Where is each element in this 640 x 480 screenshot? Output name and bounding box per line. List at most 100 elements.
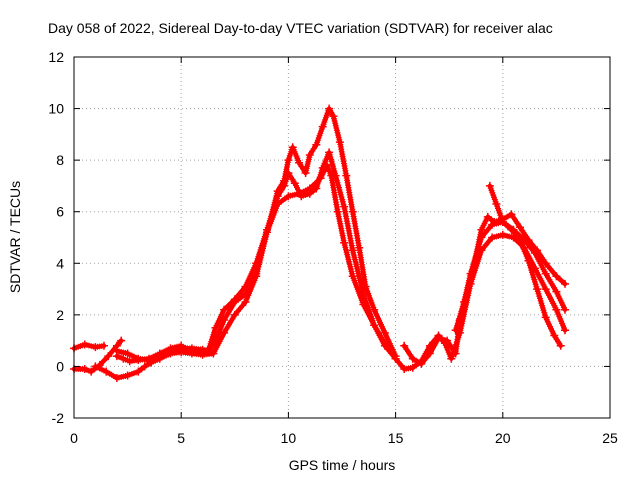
data-point — [104, 352, 113, 361]
data-point — [340, 202, 349, 211]
data-point — [145, 354, 153, 363]
x-tick-label: 25 — [602, 430, 618, 446]
data-point — [561, 305, 569, 314]
data-point — [140, 362, 149, 371]
data-point — [123, 349, 132, 358]
y-tick-label: -2 — [52, 410, 65, 426]
data-point — [329, 112, 338, 121]
data-point — [318, 122, 327, 131]
data-point — [561, 279, 569, 288]
data-point — [312, 184, 321, 193]
data-point — [325, 104, 334, 113]
series-track-9 — [485, 181, 565, 350]
data-point — [490, 218, 499, 226]
data-point — [468, 267, 477, 275]
data-point — [380, 339, 389, 348]
data-point — [100, 341, 108, 350]
series-track-5 — [112, 148, 396, 366]
y-tick-label: 2 — [56, 307, 64, 323]
data-point — [342, 171, 351, 180]
data-point — [348, 272, 357, 281]
data-point — [220, 328, 229, 337]
data-point — [387, 347, 396, 355]
data-point — [516, 236, 524, 245]
data-point — [230, 310, 239, 319]
data-point — [177, 341, 186, 350]
data-point — [241, 298, 250, 306]
data-point — [230, 295, 239, 304]
data-point — [220, 305, 229, 314]
x-tick-label: 15 — [388, 430, 404, 446]
axis-ticks: 0 5 10 15 20 25 -2 0 2 4 6 8 10 12 — [48, 49, 618, 446]
data-point — [134, 367, 143, 376]
data-point — [318, 163, 327, 172]
data-point — [325, 148, 334, 157]
data-point — [117, 336, 126, 345]
data-point — [91, 362, 100, 371]
data-point — [524, 236, 533, 245]
data-point — [348, 207, 357, 216]
data-point — [498, 230, 507, 239]
data-point — [408, 363, 417, 372]
data-point — [166, 344, 175, 353]
y-axis-label: SDTVAR / TECUs — [7, 181, 23, 293]
data-point — [556, 341, 565, 350]
data-point — [451, 349, 460, 358]
data-point — [295, 158, 304, 167]
data-point — [488, 233, 497, 242]
data-point — [533, 246, 542, 255]
data-point — [552, 287, 561, 296]
data-point — [348, 246, 357, 255]
data-point — [340, 238, 349, 247]
series-track-8 — [451, 210, 569, 335]
data-point — [284, 156, 293, 165]
data-point — [417, 359, 426, 368]
data-point — [477, 225, 486, 234]
data-point — [80, 340, 89, 349]
data-point — [380, 328, 389, 337]
data-point — [400, 365, 409, 373]
data-point — [451, 326, 460, 335]
data-point — [198, 349, 207, 358]
data-point — [541, 313, 550, 322]
y-tick-label: 4 — [56, 255, 64, 271]
x-tick-label: 20 — [495, 430, 511, 446]
data-point — [533, 285, 542, 294]
y-tick-label: 8 — [56, 152, 64, 168]
data-point — [263, 225, 271, 234]
data-point — [331, 171, 340, 180]
data-point — [102, 367, 111, 376]
data-point — [541, 259, 550, 268]
data-point — [123, 371, 132, 380]
x-axis-label: GPS time / hours — [289, 457, 396, 473]
y-tick-label: 6 — [56, 204, 64, 220]
data-point — [507, 225, 516, 234]
data-point — [305, 151, 314, 159]
data-point — [80, 365, 89, 373]
data-point — [290, 179, 299, 188]
data-point — [211, 323, 220, 332]
x-tick-label: 5 — [177, 430, 185, 446]
data-point — [460, 298, 469, 306]
data-point — [541, 269, 550, 278]
data-point — [552, 305, 561, 314]
data-point — [205, 344, 214, 353]
data-point — [370, 321, 379, 330]
data-point — [507, 210, 516, 219]
data-point — [408, 354, 417, 363]
data-point — [297, 192, 306, 201]
data-point — [483, 212, 492, 221]
plot-frame — [73, 56, 611, 419]
data-point — [355, 243, 364, 252]
data-point — [273, 192, 282, 201]
data-point — [335, 138, 344, 147]
data-point — [187, 347, 196, 355]
data-point — [561, 326, 569, 335]
data-point — [301, 169, 310, 177]
data-point — [447, 354, 456, 363]
data-point — [112, 352, 121, 361]
data-point — [359, 290, 368, 299]
data-point — [434, 334, 443, 343]
data-point — [485, 181, 494, 190]
data-point — [280, 181, 289, 190]
